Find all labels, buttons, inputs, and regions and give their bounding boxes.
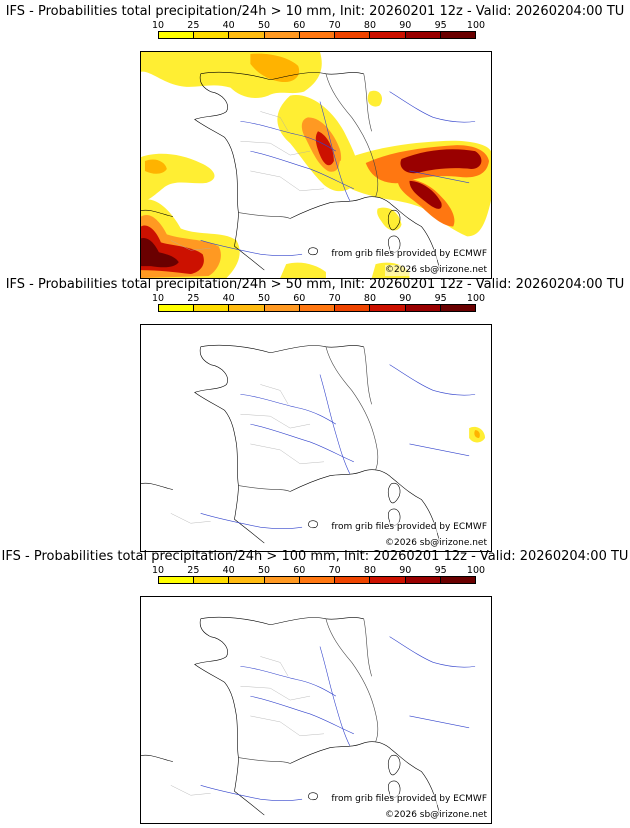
scale-tick: 100 bbox=[466, 20, 486, 31]
scale-swatch bbox=[440, 305, 475, 311]
panel-50mm: IFS - Probabilities total precipitation/… bbox=[0, 277, 630, 553]
scale-swatch bbox=[159, 305, 195, 311]
coastlines bbox=[141, 616, 440, 816]
scale-tick: 40 bbox=[222, 293, 235, 304]
scale-swatch bbox=[264, 577, 300, 583]
scale-swatch bbox=[370, 577, 406, 583]
forecast-map: from grib files provided by ECMWF ©2026 … bbox=[140, 596, 492, 824]
regions bbox=[170, 656, 324, 796]
scale-tick: 10 bbox=[151, 20, 165, 31]
scale-tick: 60 bbox=[293, 20, 306, 31]
scale-swatch bbox=[159, 577, 195, 583]
scale-tick: 40 bbox=[222, 20, 235, 31]
scale-swatch bbox=[264, 305, 300, 311]
copyright-credit: ©2026 sb@irizone.net bbox=[385, 265, 487, 276]
scale-swatch bbox=[229, 305, 265, 311]
copyright-credit: ©2026 sb@irizone.net bbox=[385, 538, 487, 549]
map-canvas bbox=[141, 344, 486, 544]
scale-tick: 90 bbox=[399, 565, 412, 576]
map-title: IFS - Probabilities total precipitation/… bbox=[5, 277, 625, 292]
scale-tick: 50 bbox=[257, 565, 271, 576]
borders bbox=[238, 618, 379, 764]
scale-ticks: 10 25 40 50 60 70 80 90 95 100 bbox=[152, 293, 485, 304]
scale-swatch bbox=[335, 305, 371, 311]
precip-field bbox=[141, 52, 491, 278]
scale-swatch bbox=[370, 305, 406, 311]
scale-swatch bbox=[299, 32, 336, 38]
scale-tick: 70 bbox=[328, 293, 341, 304]
scale-tick: 100 bbox=[466, 565, 486, 576]
scale-tick: 10 bbox=[151, 565, 165, 576]
scale-swatch bbox=[299, 305, 336, 311]
rivers bbox=[200, 91, 476, 256]
map-canvas bbox=[141, 616, 476, 816]
regions bbox=[170, 384, 324, 524]
scale-tick: 25 bbox=[187, 293, 200, 304]
scale-tick: 100 bbox=[466, 293, 486, 304]
panel-10mm: IFS - Probabilities total precipitation/… bbox=[0, 4, 630, 280]
scale-tick: 10 bbox=[151, 293, 165, 304]
precip-field bbox=[469, 426, 486, 443]
regions bbox=[170, 111, 324, 251]
forecast-map: from grib files provided by ECMWF ©2026 … bbox=[140, 324, 492, 552]
panel-100mm: IFS - Probabilities total precipitation/… bbox=[0, 549, 630, 825]
scale-ticks: 10 25 40 50 60 70 80 90 95 100 bbox=[152, 565, 485, 576]
scale-swatch bbox=[370, 32, 406, 38]
scale-swatch bbox=[405, 577, 441, 583]
scale-tick: 95 bbox=[434, 20, 447, 31]
color-scale bbox=[158, 31, 476, 39]
scale-tick: 95 bbox=[434, 293, 447, 304]
scale-swatch bbox=[194, 32, 230, 38]
source-credit: from grib files provided by ECMWF bbox=[331, 522, 487, 533]
scale-swatch bbox=[264, 32, 300, 38]
scale-tick: 80 bbox=[363, 565, 377, 576]
color-scale bbox=[158, 576, 476, 584]
scale-swatch bbox=[229, 577, 265, 583]
scale-tick: 70 bbox=[328, 20, 341, 31]
scale-tick: 80 bbox=[363, 20, 377, 31]
source-credit: from grib files provided by ECMWF bbox=[331, 249, 487, 260]
scale-swatch bbox=[405, 305, 441, 311]
scale-tick: 80 bbox=[363, 293, 377, 304]
scale-tick: 25 bbox=[187, 20, 200, 31]
scale-swatch bbox=[159, 32, 195, 38]
scale-tick: 25 bbox=[187, 565, 200, 576]
scale-swatch bbox=[335, 32, 371, 38]
scale-tick: 50 bbox=[257, 20, 271, 31]
scale-tick: 50 bbox=[257, 293, 271, 304]
scale-tick: 90 bbox=[399, 293, 412, 304]
forecast-map: from grib files provided by ECMWF ©2026 … bbox=[140, 51, 492, 279]
scale-tick: 60 bbox=[293, 293, 306, 304]
borders bbox=[238, 346, 379, 492]
borders bbox=[238, 73, 379, 219]
scale-swatch bbox=[335, 577, 371, 583]
map-title: IFS - Probabilities total precipitation/… bbox=[5, 4, 625, 19]
scale-swatch bbox=[194, 305, 230, 311]
scale-swatch bbox=[440, 577, 475, 583]
scale-tick: 95 bbox=[434, 565, 447, 576]
map-title: IFS - Probabilities total precipitation/… bbox=[1, 549, 629, 564]
scale-tick: 60 bbox=[293, 565, 306, 576]
scale-tick: 70 bbox=[328, 565, 341, 576]
scale-swatch bbox=[405, 32, 441, 38]
scale-swatch bbox=[194, 577, 230, 583]
rivers bbox=[200, 364, 476, 529]
scale-swatch bbox=[440, 32, 475, 38]
rivers bbox=[200, 636, 476, 801]
scale-tick: 90 bbox=[399, 20, 412, 31]
color-scale bbox=[158, 304, 476, 312]
scale-swatch bbox=[229, 32, 265, 38]
scale-ticks: 10 25 40 50 60 70 80 90 95 100 bbox=[152, 20, 485, 31]
source-credit: from grib files provided by ECMWF bbox=[331, 794, 487, 805]
coastlines bbox=[141, 344, 440, 544]
copyright-credit: ©2026 sb@irizone.net bbox=[385, 810, 487, 821]
scale-swatch bbox=[299, 577, 336, 583]
scale-tick: 40 bbox=[222, 565, 235, 576]
map-canvas bbox=[141, 52, 491, 278]
